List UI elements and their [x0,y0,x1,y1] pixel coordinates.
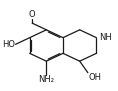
Text: HO: HO [2,40,15,49]
Text: OH: OH [88,73,101,82]
Text: NH₂: NH₂ [38,75,54,84]
Text: O: O [29,10,36,19]
Text: NH: NH [99,33,112,42]
